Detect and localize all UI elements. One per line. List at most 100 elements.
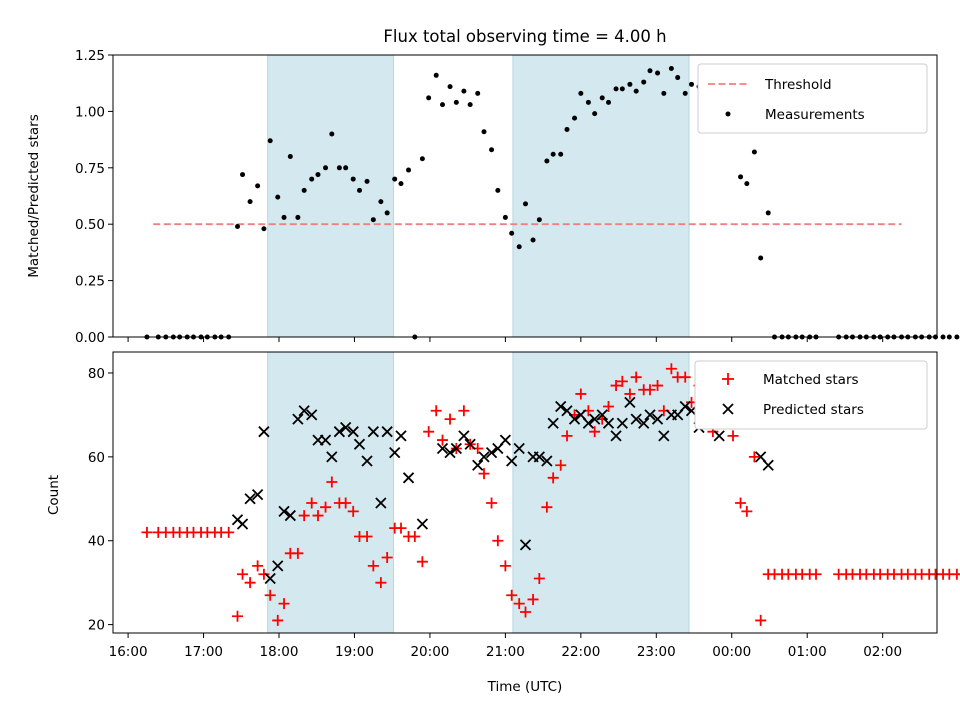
predicted-point-67 bbox=[713, 430, 725, 442]
matched-point-36 bbox=[395, 522, 407, 534]
predicted-point-54 bbox=[624, 396, 636, 408]
predicted-point-5 bbox=[264, 572, 276, 585]
matched-point-33 bbox=[375, 577, 387, 589]
matched-legend-label: Matched stars bbox=[763, 372, 859, 388]
bottom-plot-frame bbox=[112, 351, 938, 634]
measurement-point-51 bbox=[502, 214, 508, 220]
top-ytick-label-5: 1.25 bbox=[75, 48, 105, 64]
predicted-point-16 bbox=[340, 421, 352, 434]
xtick-label-8: 00:00 bbox=[712, 644, 751, 660]
measurement-point-72 bbox=[647, 68, 653, 74]
measurement-point-114 bbox=[954, 334, 960, 340]
predicted-point-18 bbox=[353, 438, 366, 450]
predicted-point-50 bbox=[596, 409, 608, 421]
predicted-point-1 bbox=[236, 518, 249, 530]
bottom-shaded-interval-0 bbox=[267, 351, 394, 634]
top-legend: Threshold Measurements bbox=[697, 63, 928, 134]
matched-point-17 bbox=[264, 589, 276, 601]
measurement-point-52 bbox=[509, 230, 515, 236]
measurement-point-63 bbox=[585, 99, 591, 105]
predicted-point-14 bbox=[326, 451, 338, 463]
measurement-point-34 bbox=[384, 210, 390, 216]
bottom-ytick-label-2: 60 bbox=[88, 450, 105, 466]
matched-point-59 bbox=[555, 459, 567, 471]
matched-point-31 bbox=[361, 531, 373, 543]
predicted-point-48 bbox=[582, 417, 595, 429]
predicted-legend-marker bbox=[722, 403, 734, 415]
measurement-point-32 bbox=[370, 217, 376, 223]
measurement-point-77 bbox=[682, 90, 688, 96]
matched-point-48 bbox=[478, 468, 490, 480]
matched-point-25 bbox=[320, 501, 332, 513]
bottom-ytick-label-1: 40 bbox=[88, 534, 105, 550]
predicted-point-32 bbox=[472, 459, 484, 471]
matched-point-51 bbox=[499, 560, 511, 572]
measurements-legend-label: Measurements bbox=[765, 107, 865, 123]
xtick-label-7: 23:00 bbox=[637, 644, 676, 660]
matched-point-73 bbox=[652, 380, 664, 392]
predicted-point-27 bbox=[436, 442, 449, 455]
matched-point-0 bbox=[141, 526, 153, 538]
measurement-point-29 bbox=[350, 176, 356, 182]
matched-point-13 bbox=[237, 568, 249, 580]
top-ytick-label-3: 0.75 bbox=[75, 161, 105, 177]
matched-point-28 bbox=[340, 497, 352, 509]
threshold-legend-label: Threshold bbox=[764, 77, 832, 93]
matched-point-53 bbox=[513, 598, 525, 610]
predicted-point-31 bbox=[464, 438, 476, 450]
measurement-point-27 bbox=[336, 165, 342, 171]
matched-point-114 bbox=[951, 568, 960, 580]
predicted-point-74 bbox=[762, 459, 774, 471]
predicted-point-24 bbox=[395, 430, 407, 442]
matched-point-11 bbox=[223, 526, 235, 538]
predicted-point-6 bbox=[272, 560, 284, 572]
xtick-label-4: 20:00 bbox=[410, 644, 449, 660]
measurement-point-54 bbox=[523, 201, 529, 207]
measurement-point-67 bbox=[613, 86, 619, 92]
bottom-legend-box bbox=[694, 360, 928, 430]
measurement-point-19 bbox=[281, 214, 287, 220]
matched-point-56 bbox=[533, 572, 545, 584]
measurement-point-113 bbox=[946, 334, 952, 340]
matched-point-45 bbox=[458, 405, 470, 417]
measurement-point-26 bbox=[329, 131, 335, 137]
measurement-point-49 bbox=[489, 147, 495, 153]
measurement-point-13 bbox=[240, 172, 246, 178]
matched-point-58 bbox=[547, 472, 559, 484]
predicted-point-49 bbox=[589, 413, 601, 425]
matched-point-96 bbox=[810, 568, 822, 580]
measurement-point-48 bbox=[481, 129, 487, 135]
matched-legend-marker bbox=[722, 373, 734, 385]
matched-point-64 bbox=[589, 426, 601, 438]
top-shaded-interval-0 bbox=[267, 54, 394, 338]
matched-point-52 bbox=[506, 589, 518, 601]
matched-point-115 bbox=[957, 573, 960, 576]
measurement-point-46 bbox=[467, 102, 473, 108]
measurement-point-65 bbox=[599, 95, 605, 101]
measurement-point-41 bbox=[433, 72, 439, 78]
top-legend-box bbox=[697, 63, 928, 134]
predicted-point-33 bbox=[478, 451, 490, 463]
predicted-point-11 bbox=[306, 409, 318, 421]
predicted-point-29 bbox=[450, 442, 462, 455]
predicted-point-19 bbox=[361, 455, 373, 467]
measurement-point-53 bbox=[516, 244, 522, 250]
matched-point-88 bbox=[755, 614, 767, 626]
xtick-label-1: 17:00 bbox=[184, 644, 223, 660]
measurement-point-71 bbox=[641, 79, 647, 85]
measurement-point-44 bbox=[453, 99, 459, 105]
predicted-point-58 bbox=[651, 413, 664, 425]
matched-point-69 bbox=[624, 388, 636, 400]
predicted-point-9 bbox=[292, 413, 304, 425]
matched-point-22 bbox=[298, 510, 310, 522]
top-shaded-interval-1 bbox=[512, 54, 690, 338]
measurement-point-73 bbox=[655, 70, 661, 76]
matched-point-72 bbox=[644, 384, 656, 396]
top-y-axis-label: Matched/Predicted stars bbox=[26, 114, 42, 277]
predicted-point-22 bbox=[381, 426, 393, 438]
measurement-point-74 bbox=[661, 90, 667, 96]
measurement-point-76 bbox=[675, 75, 681, 81]
measurement-point-85 bbox=[738, 174, 744, 180]
matched-point-34 bbox=[381, 552, 393, 564]
